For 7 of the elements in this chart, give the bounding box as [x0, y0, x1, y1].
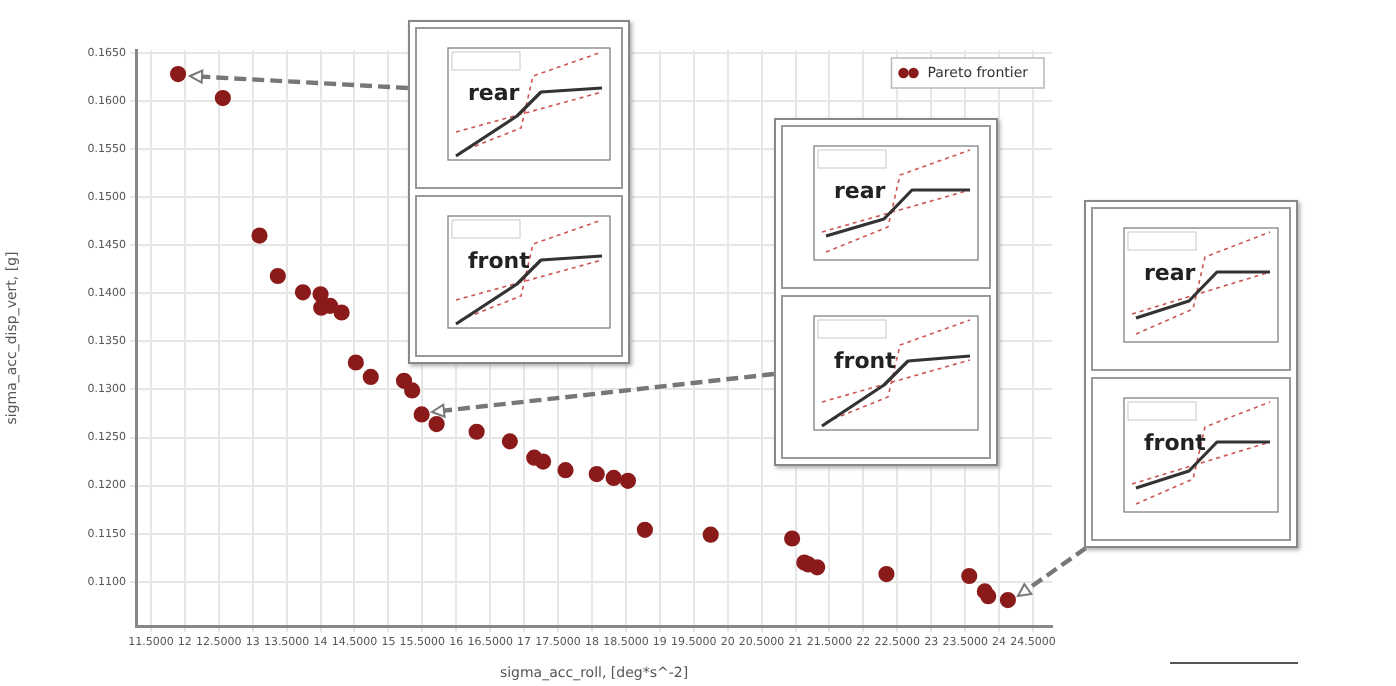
damper-plot-inset: rear front: [774, 118, 998, 466]
annotation: rear: [834, 178, 887, 204]
damper-plot-inset: rear front: [1084, 200, 1298, 548]
annotation: front: [834, 348, 896, 374]
annotation: front: [468, 248, 530, 274]
annotation: rear: [468, 80, 521, 106]
damper-plot-inset: rear front: [408, 20, 630, 364]
